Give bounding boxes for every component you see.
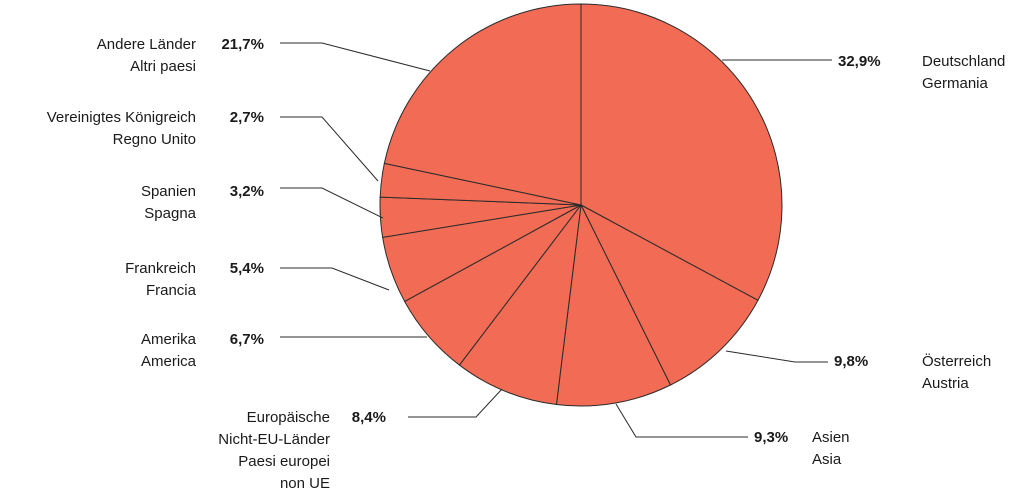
leader-lines xyxy=(280,42,832,438)
slice-labels: 32,9% Deutschland Germania 9,8% Österreich Au… xyxy=(47,36,1006,492)
slice-pct-label-5: 6,7% xyxy=(230,331,264,348)
slice-name-label-5: Amerika America xyxy=(141,331,197,370)
leader-line-7 xyxy=(280,187,384,219)
slice-name-label-1: Deutschland Germania xyxy=(922,53,1005,92)
pie-slices xyxy=(379,3,783,407)
leader-line-3 xyxy=(615,403,748,438)
slice-name-line: Europäische xyxy=(247,409,330,426)
leader-line-8 xyxy=(280,116,379,182)
slice-pct-label-8: 2,7% xyxy=(230,109,264,126)
pie-slice-3 xyxy=(555,203,672,407)
slice-pct-label-2: 9,8% xyxy=(834,353,868,370)
slice-name-label-3: Asien Asia xyxy=(812,429,850,468)
slice-name-label-4: Europäische Nicht-EU-Länder Paesi europei n… xyxy=(218,409,330,492)
slice-pct-label-6: 5,4% xyxy=(230,260,264,277)
pie-slice-1 xyxy=(580,3,783,302)
leader-line-2 xyxy=(725,350,828,363)
slice-name-line: Regno Unito xyxy=(113,131,196,148)
slice-name-line: Amerika xyxy=(141,331,197,348)
slice-name-line: non UE xyxy=(280,475,330,492)
slice-name-line: Österreich xyxy=(922,352,991,370)
slice-name-line: Germania xyxy=(922,75,989,92)
slice-pct-label-3: 9,3% xyxy=(754,429,788,446)
leader-line-9 xyxy=(280,42,431,72)
leader-line-6 xyxy=(280,267,390,291)
slice-pct-label-4: 8,4% xyxy=(352,409,386,426)
slice-name-line: Nicht-EU-Länder xyxy=(218,431,330,448)
slice-name-line: Frankreich xyxy=(125,260,196,277)
slice-name-line: Paesi europei xyxy=(238,453,330,470)
pie-slice-2 xyxy=(579,203,759,386)
slice-pct-label-1: 32,9% xyxy=(838,53,881,70)
slice-name-line: Asia xyxy=(812,451,842,468)
slice-pct-label-9: 21,7% xyxy=(221,36,264,53)
slice-name-line: America xyxy=(141,353,197,370)
pie-slice-4 xyxy=(458,203,582,406)
slice-name-label-6: Frankreich Francia xyxy=(125,260,197,299)
slice-name-line: Altri paesi xyxy=(130,58,196,75)
slice-name-label-9: Andere Länder Altri paesi xyxy=(97,36,196,75)
slice-name-line: Austria xyxy=(922,375,969,392)
leader-line-4 xyxy=(408,388,503,418)
slice-name-line: Spanien xyxy=(141,183,196,200)
slice-name-line: Spagna xyxy=(144,205,196,222)
slice-name-line: Deutschland xyxy=(922,53,1005,70)
slice-name-label-8: Vereinigtes Königreich Regno Unito xyxy=(47,109,196,148)
slice-name-line: Asien xyxy=(812,429,850,446)
slice-name-label-2: Österreich Austria xyxy=(922,352,991,392)
slice-name-label-7: Spanien Spagna xyxy=(141,183,197,222)
slice-name-line: Andere Länder xyxy=(97,36,196,53)
slice-name-line: Vereinigtes Königreich xyxy=(47,109,196,126)
pie-slice-9 xyxy=(383,3,582,206)
slice-pct-label-7: 3,2% xyxy=(230,183,264,200)
slice-name-line: Francia xyxy=(146,282,197,299)
